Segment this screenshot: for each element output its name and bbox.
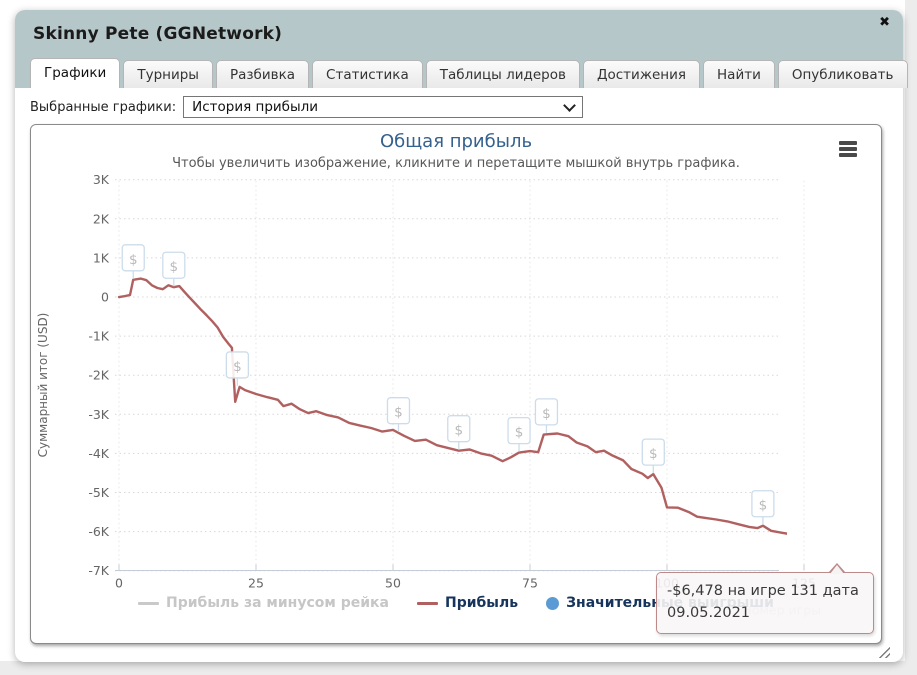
player-stats-window: Skinny Pete (GGNetwork) ✖ Графики Турнир… bbox=[15, 10, 908, 662]
significant-win-marker[interactable]: $ bbox=[833, 163, 855, 197]
x-tick-label: 75 bbox=[522, 576, 538, 591]
chart-panel[interactable]: Общая прибыль Чтобы увеличить изображени… bbox=[30, 124, 882, 644]
legend-line-marker bbox=[416, 601, 438, 605]
y-tick-label: -2K bbox=[88, 368, 109, 383]
resize-grip[interactable] bbox=[877, 645, 890, 658]
marker-box bbox=[507, 416, 531, 445]
y-axis-title: Суммарный итог (USD) bbox=[36, 313, 50, 458]
y-tick-label: 3K bbox=[93, 172, 110, 187]
tab-leaderboards[interactable]: Таблицы лидеров bbox=[425, 60, 580, 88]
graph-type-selected-value: История прибыли bbox=[192, 99, 319, 115]
tab-graphs[interactable]: Графики bbox=[30, 58, 121, 88]
marker-box bbox=[162, 251, 186, 279]
window-header: Skinny Pete (GGNetwork) ✖ Графики Турнир… bbox=[15, 10, 908, 88]
chart-subtitle: Чтобы увеличить изображение, кликните и … bbox=[172, 156, 740, 171]
chevron-down-icon bbox=[563, 98, 576, 112]
dollar-icon: $ bbox=[759, 498, 768, 514]
x-tick-label: 25 bbox=[248, 576, 264, 591]
legend-line-marker bbox=[138, 601, 159, 605]
tab-bar: Графики Турниры Разбивка Статистика Табл… bbox=[30, 58, 908, 88]
significant-win-marker[interactable]: $ bbox=[162, 251, 186, 287]
tooltip-date-line: 09.05.2021 bbox=[667, 605, 751, 622]
significant-win-marker[interactable]: $ bbox=[386, 397, 411, 432]
y-tick-label: -4K bbox=[88, 446, 109, 461]
marker-box bbox=[534, 398, 559, 426]
marker-box bbox=[225, 351, 250, 379]
y-tick-label: -3K bbox=[88, 407, 109, 422]
graph-selector-row: Выбранные графики: История прибыли bbox=[30, 96, 903, 118]
significant-win-marker[interactable]: $ bbox=[534, 398, 559, 433]
tab-publish[interactable]: Опубликовать bbox=[777, 60, 908, 88]
tab-tournaments[interactable]: Турниры bbox=[123, 60, 213, 88]
tab-find[interactable]: Найти bbox=[703, 60, 775, 88]
dollar-icon: $ bbox=[840, 170, 849, 186]
dollar-icon: $ bbox=[170, 259, 179, 275]
tab-statistics[interactable]: Статистика bbox=[312, 60, 423, 88]
marker-box bbox=[833, 163, 855, 189]
marker-box bbox=[641, 438, 665, 466]
dollar-icon: $ bbox=[649, 446, 658, 462]
y-tick-label: -7K bbox=[88, 563, 109, 578]
tooltip-value-line: -$6,478 на игре 131 дата bbox=[667, 583, 859, 599]
marker-box bbox=[751, 490, 775, 518]
hover-point[interactable] bbox=[832, 545, 842, 555]
dollar-icon: $ bbox=[394, 405, 403, 421]
significant-win-marker[interactable]: $ bbox=[641, 438, 665, 474]
tab-achievements[interactable]: Достижения bbox=[582, 60, 701, 88]
x-tick-label: 0 bbox=[115, 576, 123, 591]
window-content: Выбранные графики: История прибыли Общая… bbox=[15, 88, 903, 644]
marker-box bbox=[386, 397, 411, 425]
dollar-icon: $ bbox=[542, 406, 551, 422]
chart-title: Общая прибыль bbox=[379, 131, 533, 152]
x-tick-label: 50 bbox=[385, 576, 401, 591]
graph-type-select[interactable]: История прибыли bbox=[183, 96, 584, 118]
plot-area: $ $ $ $ $ $ $ $ $ $ bbox=[117, 163, 855, 563]
significant-win-marker[interactable]: $ bbox=[447, 415, 471, 450]
page-background: Skinny Pete (GGNetwork) ✖ Графики Турнир… bbox=[0, 0, 908, 662]
y-tick-label: 1K bbox=[93, 250, 110, 265]
y-tick-label: -6K bbox=[88, 524, 109, 539]
legend-item-net-profit[interactable]: Прибыль за минусом рейка bbox=[138, 595, 389, 611]
hover-halo bbox=[824, 537, 850, 563]
significant-win-marker[interactable]: $ bbox=[507, 416, 531, 452]
dollar-icon: $ bbox=[129, 252, 138, 268]
legend-dot-marker bbox=[546, 596, 560, 610]
profit-chart[interactable]: 3K 2K 1K 0 -1K -2K -3K -4K -5K -6K -7K Суммарный ит… bbox=[31, 125, 881, 643]
marker-box bbox=[447, 415, 471, 443]
window-title: Skinny Pete (GGNetwork) bbox=[33, 24, 283, 44]
hover-tooltip: -$6,478 на игре 131 дата 09.05.2021 bbox=[656, 563, 874, 634]
significant-win-marker[interactable]: $ bbox=[751, 490, 775, 525]
chart-menu-icon[interactable] bbox=[839, 141, 857, 159]
y-tick-label: 2K bbox=[93, 211, 110, 226]
close-icon[interactable]: ✖ bbox=[879, 15, 890, 30]
y-tick-label: 0 bbox=[101, 290, 109, 305]
profit-line bbox=[117, 277, 787, 535]
graph-selector-label: Выбранные графики: bbox=[30, 99, 177, 115]
legend-item-profit[interactable]: Прибыль bbox=[416, 595, 519, 611]
significant-win-marker[interactable]: $ bbox=[121, 244, 145, 279]
dollar-icon: $ bbox=[233, 359, 242, 375]
legend-label: Прибыль bbox=[444, 595, 519, 611]
significant-win-marker[interactable]: $ bbox=[225, 351, 250, 386]
legend-label: Прибыль за минусом рейка bbox=[166, 595, 389, 611]
y-tick-label: -5K bbox=[88, 485, 109, 500]
marker-box bbox=[121, 244, 145, 272]
tab-breakdown[interactable]: Разбивка bbox=[215, 60, 310, 88]
dollar-icon: $ bbox=[515, 425, 524, 441]
y-tick-label: -1K bbox=[88, 329, 109, 344]
dollar-icon: $ bbox=[454, 423, 463, 439]
